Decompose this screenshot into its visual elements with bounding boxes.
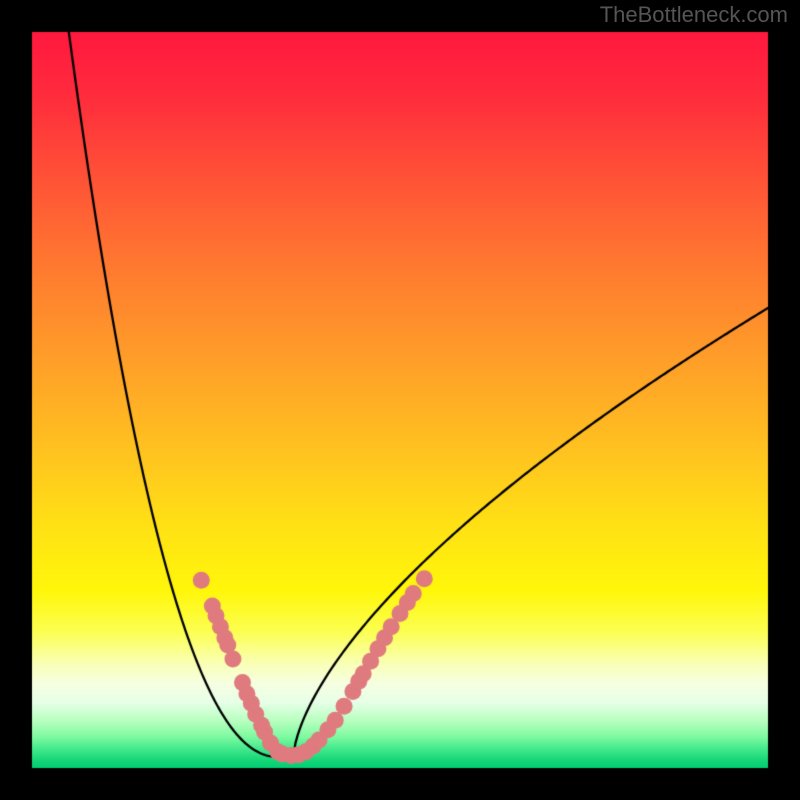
watermark-text: TheBottleneck.com bbox=[600, 2, 788, 28]
chart-stage: TheBottleneck.com bbox=[0, 0, 800, 800]
bottleneck-curve-chart bbox=[0, 0, 800, 800]
